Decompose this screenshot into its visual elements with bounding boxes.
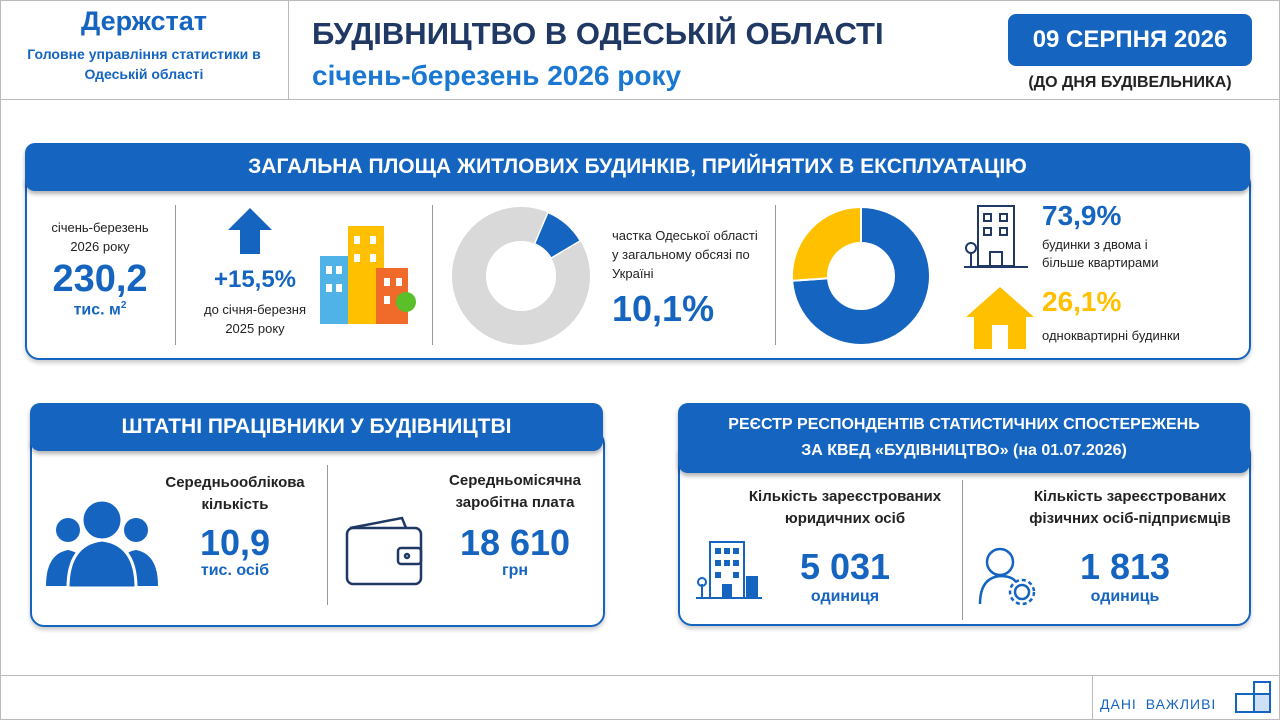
donut-slice — [533, 211, 582, 260]
fop-label: Кількість зареєстрованих фізичних осіб-п… — [1029, 488, 1231, 527]
count-unit: тис. осіб — [200, 562, 270, 579]
total-unit-text: тис. м — [73, 301, 121, 319]
share-label: 10,1% — [612, 288, 715, 329]
count-label: Середньооблікова кількість — [165, 474, 305, 513]
footer-divider — [1092, 675, 1093, 720]
people-icon — [46, 498, 158, 588]
entrepreneur-icon — [978, 547, 1036, 606]
single-text: одноквартирні будинки — [1042, 328, 1180, 343]
register-title-2: ЗА КВЕД «БУДІВНИЦТВО» (на 01.07.2026) — [801, 442, 1127, 459]
period: січень-березень 2026 року — [51, 220, 149, 254]
divider — [327, 465, 328, 605]
header-rule — [0, 99, 1280, 100]
growth-note: до січня-березня 2025 року — [203, 302, 307, 336]
header-divider — [288, 0, 289, 99]
divider — [432, 205, 433, 345]
count: 10,9 — [199, 522, 271, 563]
total-unit-sup: 2 — [120, 300, 127, 311]
wage-label: Середньомісячна заробітна плата — [449, 472, 581, 511]
total-unit: тис. м2 — [30, 300, 170, 319]
register-title-1: РЕЄСТР РЕСПОНДЕНТІВ СТАТИСТИЧНИХ СПОСТЕР… — [728, 416, 1200, 433]
date: 09 СЕРПНЯ 2026 — [1008, 14, 1252, 66]
register-title: РЕЄСТР РЕСПОНДЕНТІВ СТАТИСТИЧНИХ СПОСТЕР… — [678, 403, 1250, 473]
apartment-icon — [964, 205, 1028, 268]
logo-squares — [1235, 681, 1271, 713]
date-note: (ДО ДНЯ БУДІВЕЛЬНИКА) — [1028, 74, 1232, 91]
single-label: 26,1% — [1042, 286, 1122, 317]
wallet-icon — [345, 516, 423, 586]
wage-unit: грн — [501, 562, 529, 579]
share-text: частка Одеської області у загальному обс… — [612, 228, 758, 281]
total: 230,2 — [52, 258, 148, 300]
org-sub: Головне управління статистики в Одеській… — [27, 46, 261, 82]
multi-label: 73,9% — [1042, 200, 1122, 231]
buildings-icon — [320, 226, 416, 324]
title: БУДІВНИЦТВО В ОДЕСЬКІЙ ОБЛАСТІ — [312, 16, 884, 51]
fop-unit: одиниць — [1090, 588, 1160, 605]
subtitle: січень-березень 2026 року — [312, 60, 682, 91]
office-icon — [696, 541, 762, 599]
growth: +15,5% — [213, 266, 297, 293]
donut-slice — [792, 207, 930, 345]
footer-rule — [0, 675, 1280, 676]
divider — [962, 480, 963, 620]
type-donut — [792, 207, 930, 345]
fop: 1 813 — [1079, 546, 1171, 587]
wage: 18 610 — [459, 522, 571, 563]
share-donut — [452, 207, 590, 345]
housing-title: ЗАГАЛЬНА ПЛОЩА ЖИТЛОВИХ БУДИНКІВ, ПРИЙНЯ… — [25, 143, 1250, 191]
legal-label: Кількість зареєстрованих юридичних осіб — [748, 488, 942, 527]
multi-text: будинки з двома і більше квартирами — [1042, 237, 1159, 270]
house-icon — [966, 287, 1034, 349]
donut-slice — [792, 207, 862, 282]
donut-base — [452, 207, 590, 345]
divider — [775, 205, 776, 345]
org: Держстат — [81, 6, 207, 36]
up-arrow — [228, 208, 272, 254]
legal-unit: одиниця — [810, 588, 880, 605]
legal: 5 031 — [799, 546, 891, 587]
footer-text: ДАНІ ВАЖЛИВІ — [1100, 696, 1217, 712]
employees-title: ШТАТНІ ПРАЦІВНИКИ У БУДІВНИЦТВІ — [30, 403, 603, 451]
divider — [175, 205, 176, 345]
